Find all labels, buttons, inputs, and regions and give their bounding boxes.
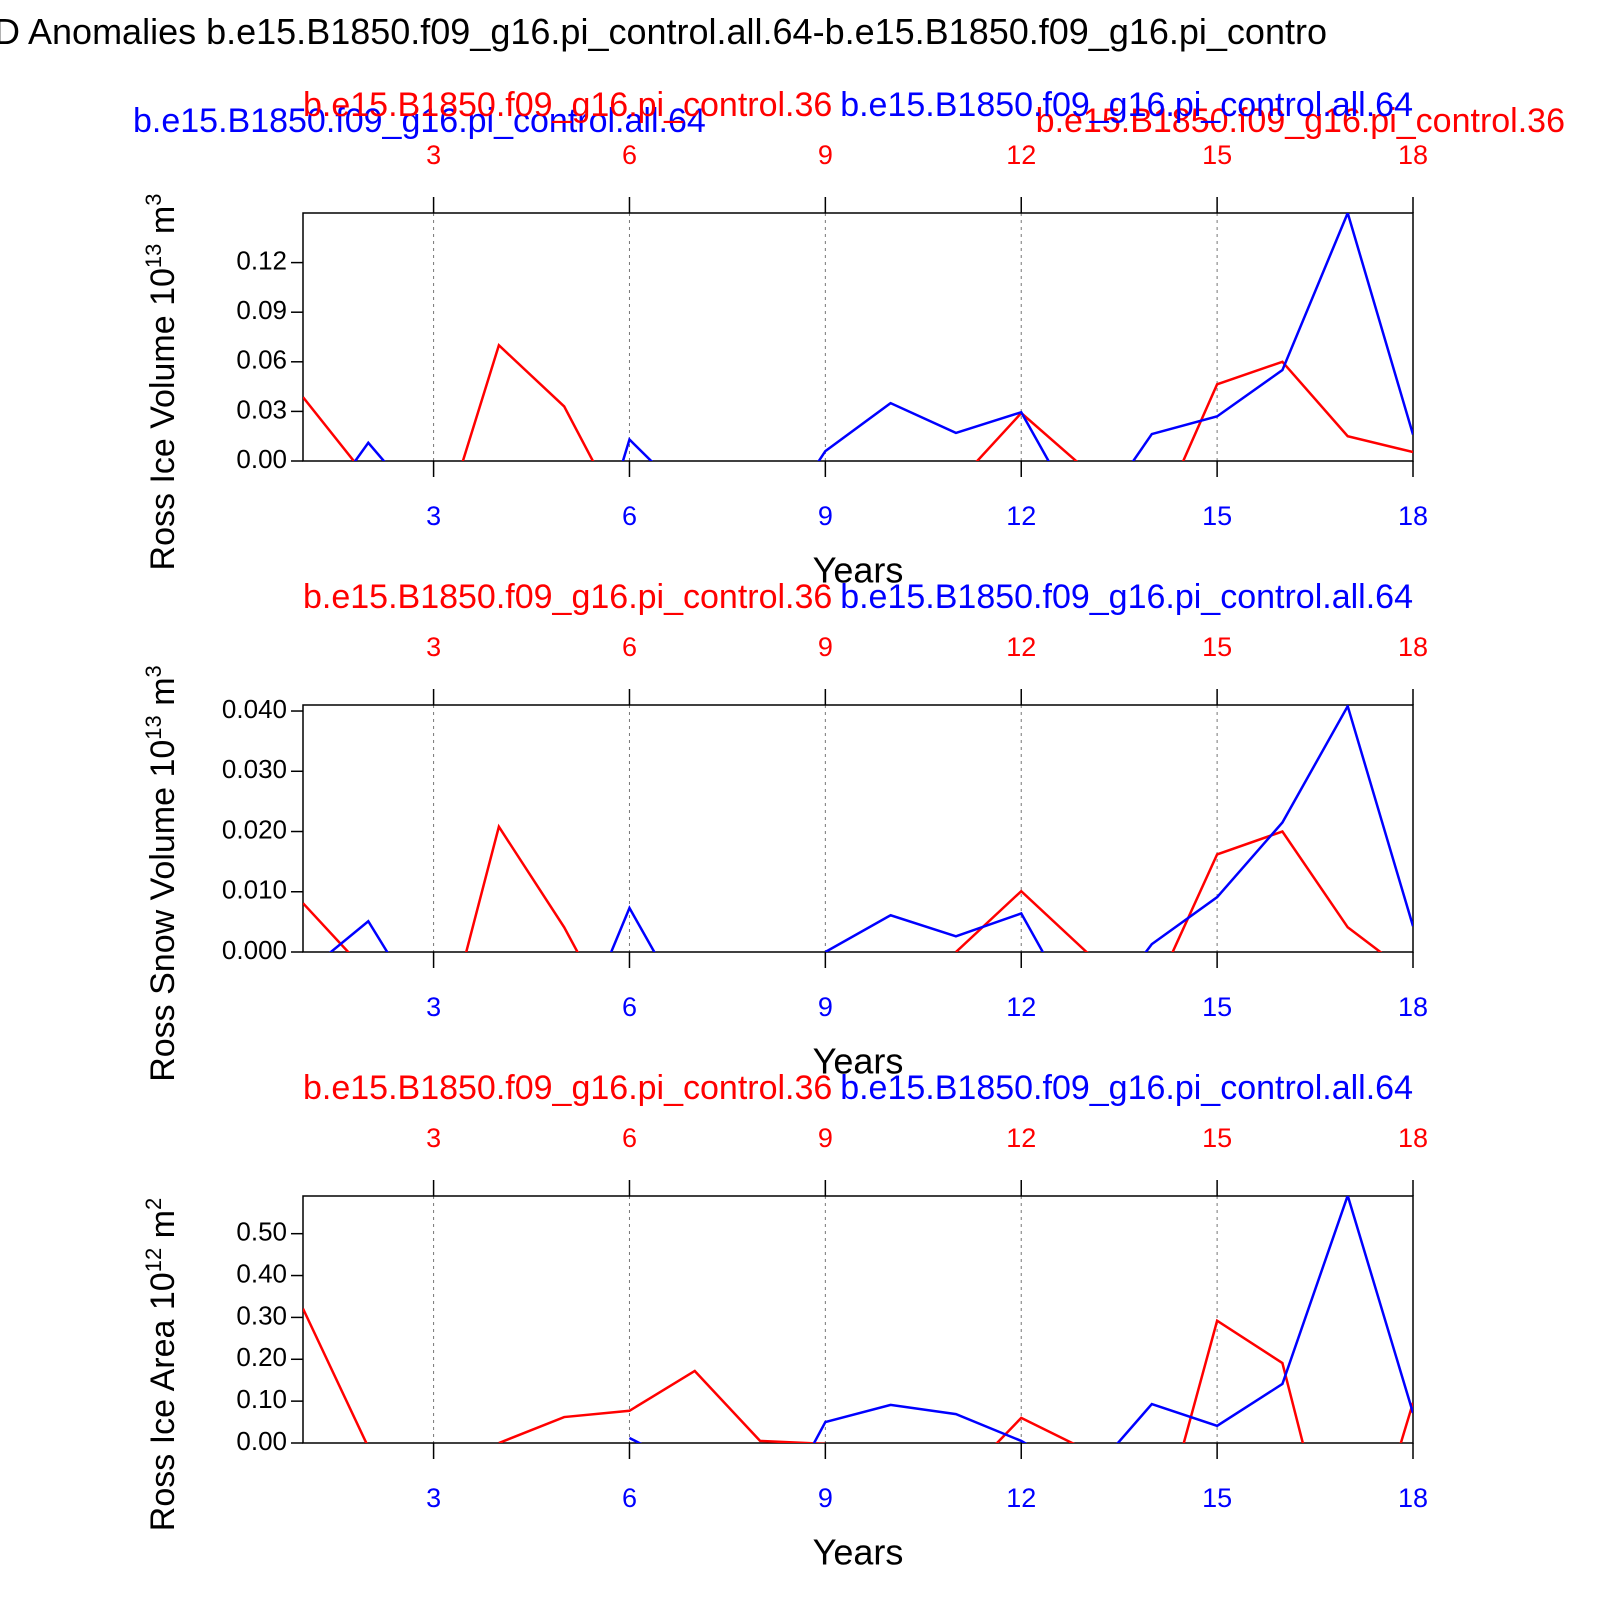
y-axis-title-part: m — [144, 206, 182, 244]
y-tick-label: 0.10 — [236, 1384, 287, 1414]
x-tick-label: 3 — [426, 501, 441, 531]
y-tick-label: 0.03 — [236, 394, 287, 424]
x-tick-label: 3 — [426, 1483, 441, 1513]
x-tick-label: 9 — [818, 501, 833, 531]
y-tick-label: 0.00 — [236, 444, 287, 474]
y-axis-title-part: Ross Snow Volume 10 — [144, 740, 182, 1082]
x-tick-label: 18 — [1398, 992, 1428, 1022]
x-tick-label: 12 — [1006, 501, 1036, 531]
y-axis-title-part: 2 — [141, 1198, 166, 1210]
x-tick-label: 12 — [1006, 992, 1036, 1022]
y-tick-label: 0.09 — [236, 295, 287, 325]
y-axis-title-part: 3 — [141, 194, 166, 206]
y-tick-label: 0.020 — [222, 814, 287, 844]
x-axis-title: Years — [813, 1532, 904, 1573]
y-axis-title-part: 13 — [141, 244, 166, 268]
plot-frame — [302, 1195, 1414, 1444]
y-axis-title-part: 3 — [141, 665, 166, 677]
x-tick-label: 15 — [1202, 140, 1232, 170]
x-tick-label: 15 — [1202, 632, 1232, 662]
x-tick-label: 9 — [818, 1483, 833, 1513]
series-line — [328, 705, 1413, 952]
x-tick-label: 3 — [426, 1123, 441, 1153]
x-tick-label: 3 — [426, 140, 441, 170]
legend-entry: b.e15.B1850.f09_g16.pi_control.36 — [303, 578, 832, 616]
legend-entry: b.e15.B1850.f09_g16.pi_control.36 — [303, 1069, 832, 1107]
y-axis-title-part: Ross Ice Volume 10 — [144, 268, 182, 570]
x-tick-label: 12 — [1006, 1483, 1036, 1513]
y-tick-label: 0.00 — [236, 1426, 287, 1456]
y-axis-title: Ross Snow Volume 1013 m3 — [141, 665, 182, 1082]
y-tick-label: 0.010 — [222, 875, 287, 905]
annotation: b.e15.B1850.f09_g16.pi_control.36 — [1036, 102, 1565, 140]
series-line — [303, 342, 1413, 461]
y-tick-label: 0.40 — [236, 1258, 287, 1288]
x-tick-label: 9 — [818, 1123, 833, 1153]
y-axis-title-part: 12 — [141, 1248, 166, 1272]
x-axis-title: Years — [813, 1041, 904, 1082]
x-tick-label: 15 — [1202, 1123, 1232, 1153]
y-axis-title-part: m — [144, 677, 182, 715]
x-tick-label: 9 — [818, 992, 833, 1022]
series-line — [303, 1308, 1413, 1443]
y-tick-label: 0.030 — [222, 754, 287, 784]
y-tick-label: 0.12 — [236, 245, 287, 275]
legend-entry: b.e15.B1850.f09_g16.pi_control.36 — [303, 86, 832, 124]
y-tick-label: 0.06 — [236, 345, 287, 375]
chart-title: D Anomalies b.e15.B1850.f09_g16.pi_contr… — [0, 11, 1327, 52]
x-tick-label: 15 — [1202, 1483, 1232, 1513]
y-tick-label: 0.50 — [236, 1217, 287, 1247]
x-tick-label: 6 — [622, 140, 637, 170]
x-tick-label: 12 — [1006, 140, 1036, 170]
annotation: b.e15.B1850.f09_g16.pi_control.all.64 — [133, 102, 706, 140]
x-tick-label: 9 — [818, 632, 833, 662]
x-tick-label: 6 — [622, 1483, 637, 1513]
x-tick-label: 12 — [1006, 632, 1036, 662]
x-tick-label: 3 — [426, 992, 441, 1022]
x-tick-label: 3 — [426, 632, 441, 662]
x-tick-label: 12 — [1006, 1123, 1036, 1153]
x-tick-label: 9 — [818, 140, 833, 170]
x-tick-label: 6 — [622, 632, 637, 662]
y-tick-label: 0.000 — [222, 935, 287, 965]
x-tick-label: 18 — [1398, 632, 1428, 662]
y-axis-title-part: m — [144, 1210, 182, 1248]
x-tick-label: 15 — [1202, 992, 1232, 1022]
legend-entry: b.e15.B1850.f09_g16.pi_control.all.64 — [840, 578, 1413, 616]
x-tick-label: 6 — [622, 992, 637, 1022]
x-tick-label: 6 — [622, 501, 637, 531]
x-tick-label: 18 — [1398, 140, 1428, 170]
x-tick-label: 18 — [1398, 1123, 1428, 1153]
legend-entry: b.e15.B1850.f09_g16.pi_control.all.64 — [840, 1069, 1413, 1107]
x-tick-label: 18 — [1398, 501, 1428, 531]
y-axis-title-part: Ross Ice Area 10 — [144, 1272, 182, 1531]
x-axis-title: Years — [813, 550, 904, 591]
series-line — [628, 1196, 1413, 1443]
y-axis-title-part: 13 — [141, 715, 166, 739]
x-tick-label: 6 — [622, 1123, 637, 1153]
y-axis-title: Ross Ice Volume 1013 m3 — [141, 194, 182, 571]
y-tick-label: 0.20 — [236, 1342, 287, 1372]
y-axis-title: Ross Ice Area 1012 m2 — [141, 1198, 182, 1531]
plot-frame — [302, 212, 1414, 462]
y-tick-label: 0.30 — [236, 1300, 287, 1330]
series-line — [303, 823, 1383, 952]
x-tick-label: 18 — [1398, 1483, 1428, 1513]
x-tick-label: 15 — [1202, 501, 1232, 531]
legend-entry: b.e15.B1850.f09_g16.pi_control.all.64 — [840, 86, 1413, 124]
plot-frame — [302, 704, 1414, 953]
y-tick-label: 0.040 — [222, 694, 287, 724]
series-line — [353, 213, 1413, 461]
